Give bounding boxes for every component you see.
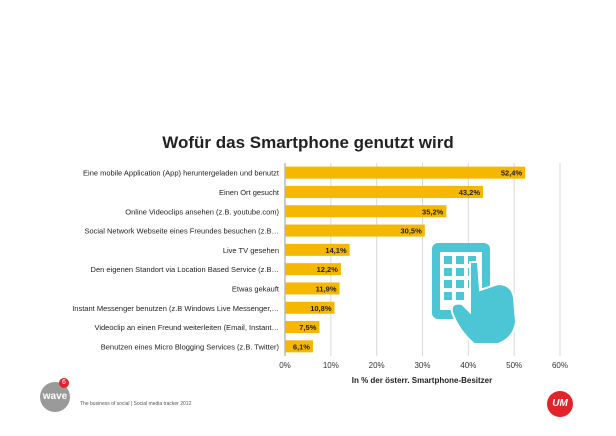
data-label: 10,8% [310,304,332,313]
tick-label: 40% [460,361,476,370]
category-label: Etwas gekauft [232,284,280,293]
x-axis-label: In % der österr. Smartphone-Besitzer [352,376,492,385]
bar [285,243,350,256]
bar [285,340,313,353]
bar [285,301,335,314]
bar [285,166,526,179]
data-label: 30,5% [401,227,423,236]
data-label: 12,2% [317,265,339,274]
um-logo: UM [547,391,573,417]
tick-label: 60% [552,361,568,370]
category-label: Den eigenen Standort via Location Based … [91,265,279,274]
tick-label: 10% [323,361,339,370]
wave-badge: 6 [59,378,69,388]
data-label: 11,9% [316,284,337,293]
data-labels: 52,4% 43,2% 35,2% 30,5% 14,1% 12,2% 11,9% 10,8%… [293,169,523,352]
data-label: 52,4% [501,169,523,178]
category-labels: Eine mobile Application (App) herunterge… [72,169,280,352]
data-label: 7,5% [299,323,316,332]
source-text: The business of social | Social media tr… [80,401,192,407]
category-label: Videoclip an einen Freund weiterleiten (… [94,323,279,332]
bar [285,185,483,198]
data-label: 6,1% [293,342,310,351]
tick-label: 20% [369,361,385,370]
bar [285,321,320,334]
bars [285,166,526,353]
tick-labels: 0% 10% 20% 30% 40% 50% 60% [279,361,568,370]
category-label: Einen Ort gesucht [219,188,280,197]
category-label: Eine mobile Application (App) herunterge… [83,169,280,178]
smartphone-touch-icon [432,243,518,345]
tick-label: 0% [279,361,291,370]
tick-label: 30% [414,361,430,370]
tick-label: 50% [506,361,522,370]
data-label: 35,2% [422,207,444,216]
bar [285,205,447,218]
data-label: 14,1% [325,246,347,255]
category-label: Live TV gesehen [223,246,279,255]
category-label: Online Videoclips ansehen (z.B. youtube.… [125,207,279,216]
category-label: Instant Messenger benutzen (z.B Windows … [72,304,279,313]
category-label: Benutzen eines Micro Blogging Services (… [101,342,280,351]
chart-title: Wofür das Smartphone genutzt wird [162,133,454,152]
bar [285,282,340,295]
bar [285,224,425,237]
data-label: 43,2% [459,188,481,197]
category-label: Social Network Webseite eines Freundes b… [84,227,279,236]
bar [285,263,341,276]
